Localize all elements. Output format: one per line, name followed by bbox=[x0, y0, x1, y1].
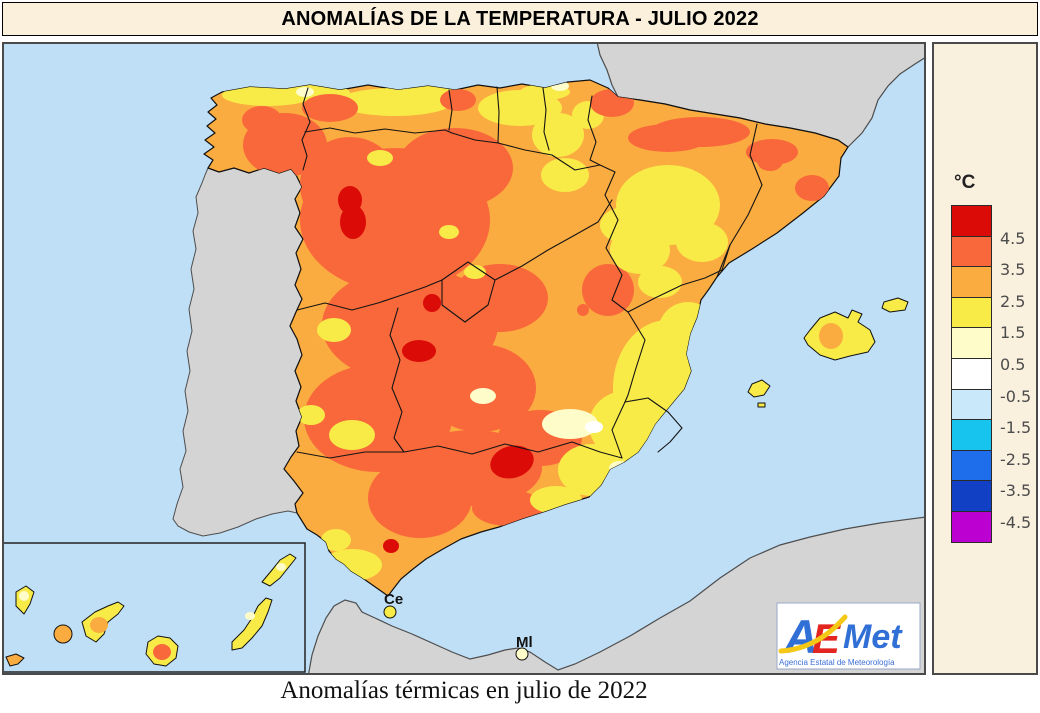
legend-unit-label: °C bbox=[954, 172, 976, 193]
legend-swatch bbox=[951, 266, 992, 298]
legend-tick: 4.5 bbox=[1000, 228, 1026, 248]
legend-tick: 3.5 bbox=[1000, 260, 1026, 280]
legend-tick: -3.5 bbox=[1000, 481, 1032, 501]
map-title-bar: ANOMALÍAS DE LA TEMPERATURA - JULIO 2022 bbox=[2, 2, 1038, 36]
legend-tick: -1.5 bbox=[1000, 418, 1032, 438]
legend-swatch bbox=[951, 205, 992, 237]
legend-swatch bbox=[951, 419, 992, 451]
legend-panel: °C 4.5 3.5 2.5 1.5 0.5 -0.5 -1.5 -2.5 -3.5 -4.5 bbox=[932, 42, 1038, 675]
la-gomera bbox=[53, 624, 73, 644]
city-markers: Ce Ml bbox=[383, 591, 533, 661]
legend-tick: -2.5 bbox=[1000, 449, 1032, 469]
figure-caption: Anomalías térmicas en julio de 2022 bbox=[280, 677, 648, 704]
melilla-label: Ml bbox=[516, 634, 533, 651]
anomaly-map-svg: Ce Ml A E Met Agencia Estatal de Meteoro… bbox=[2, 41, 927, 678]
legend-swatch bbox=[951, 449, 992, 482]
ceuta-dot bbox=[383, 605, 397, 619]
anomaly-zone-neutral bbox=[585, 421, 603, 433]
aemet-logo: A E Met Agencia Estatal de Meteorología bbox=[776, 602, 921, 670]
logo-subtitle: Agencia Estatal de Meteorología bbox=[779, 658, 895, 667]
legend-swatch bbox=[951, 357, 992, 390]
anomaly-zone-0-5-to-1-5 bbox=[296, 81, 631, 475]
north-coast-warm-patches bbox=[302, 89, 634, 122]
region-borders bbox=[296, 86, 763, 459]
legend-tick: -0.5 bbox=[1000, 386, 1032, 406]
legend-swatch bbox=[951, 235, 992, 268]
el-hierro bbox=[5, 653, 25, 667]
map-frame bbox=[2, 42, 926, 675]
legend-tick: 1.5 bbox=[1000, 323, 1026, 343]
anomaly-zone-3-5-to-4-5 bbox=[242, 106, 829, 538]
legend-tick: 0.5 bbox=[1000, 355, 1026, 374]
legend-swatch bbox=[951, 296, 992, 329]
ceuta-label: Ce bbox=[384, 591, 403, 608]
legend-color-scale bbox=[951, 205, 992, 543]
legend-swatch bbox=[951, 388, 992, 421]
legend-swatch bbox=[951, 510, 992, 543]
canary-inset bbox=[2, 542, 306, 673]
melilla-dot bbox=[515, 647, 529, 661]
logo-letters-met: Met bbox=[843, 618, 903, 656]
logo-letter-a: A bbox=[783, 610, 818, 663]
fuerteventura bbox=[231, 597, 273, 651]
map-area: Ce Ml A E Met Agencia Estatal de Meteoro… bbox=[2, 41, 927, 678]
legend-swatch bbox=[951, 480, 992, 512]
logo-swoosh bbox=[778, 614, 848, 654]
balearic-islands bbox=[747, 297, 909, 408]
legend-swatch bbox=[951, 327, 992, 359]
legend-tick: -4.5 bbox=[1000, 513, 1032, 532]
legend-tick: 2.5 bbox=[1000, 291, 1026, 311]
anomaly-zone-above-4-5 bbox=[338, 186, 534, 553]
map-title: ANOMALÍAS DE LA TEMPERATURA - JULIO 2022 bbox=[281, 7, 759, 30]
